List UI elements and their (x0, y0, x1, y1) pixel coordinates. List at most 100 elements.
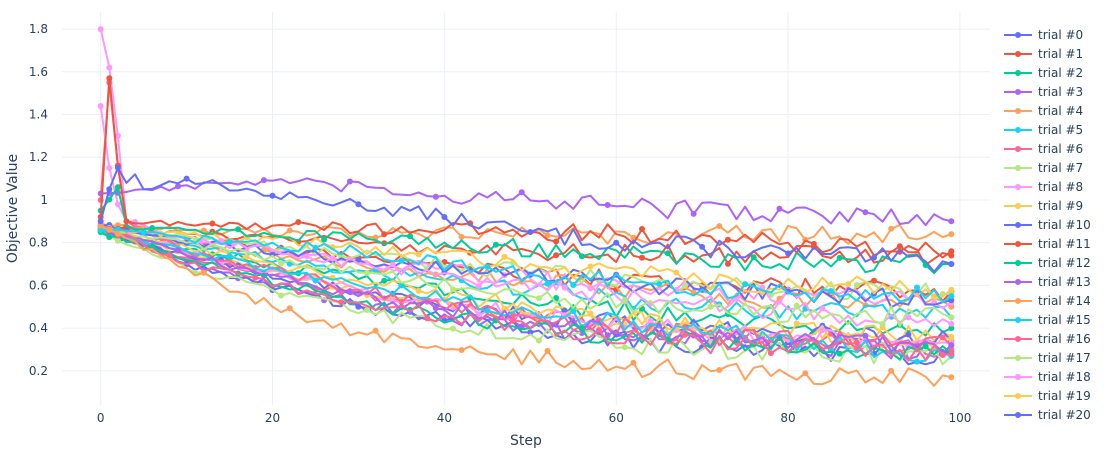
data-point[interactable] (776, 205, 783, 212)
data-point[interactable] (888, 367, 895, 374)
data-point[interactable] (939, 334, 946, 341)
data-point[interactable] (716, 223, 723, 230)
data-point[interactable] (140, 229, 147, 236)
data-point[interactable] (260, 177, 267, 184)
series-line[interactable] (100, 224, 952, 387)
data-point[interactable] (475, 283, 482, 290)
data-point[interactable] (269, 192, 276, 199)
data-point[interactable] (312, 277, 319, 284)
data-point[interactable] (630, 359, 637, 366)
data-point[interactable] (948, 252, 955, 259)
data-point[interactable] (948, 350, 955, 357)
data-point[interactable] (707, 303, 714, 310)
legend-item[interactable]: trial #4 (1004, 104, 1083, 118)
data-point[interactable] (106, 164, 113, 171)
legend-item[interactable]: trial #15 (1004, 313, 1091, 327)
data-point[interactable] (441, 214, 448, 220)
data-point[interactable] (871, 254, 877, 261)
data-point[interactable] (948, 303, 955, 310)
data-point[interactable] (905, 331, 912, 338)
data-point[interactable] (372, 327, 379, 334)
legend-item[interactable]: trial #8 (1004, 180, 1083, 194)
data-point[interactable] (484, 263, 491, 270)
data-point[interactable] (286, 227, 293, 234)
data-point[interactable] (364, 307, 370, 313)
data-point[interactable] (896, 243, 903, 250)
data-point[interactable] (587, 285, 594, 292)
data-point[interactable] (828, 288, 834, 294)
data-point[interactable] (114, 184, 121, 191)
data-point[interactable] (948, 231, 955, 238)
data-point[interactable] (793, 302, 800, 309)
data-point[interactable] (175, 183, 181, 190)
data-point[interactable] (621, 297, 628, 303)
data-point[interactable] (303, 253, 310, 260)
data-point[interactable] (888, 225, 895, 232)
data-point[interactable] (235, 226, 242, 233)
legend[interactable]: trial #0 trial #1 trial #2 trial #3 trial #4… (1004, 28, 1091, 422)
data-point[interactable] (639, 226, 645, 232)
data-point[interactable] (948, 325, 955, 332)
data-point[interactable] (407, 233, 413, 240)
data-point[interactable] (879, 321, 886, 327)
data-point[interactable] (415, 287, 422, 294)
series-trial-4[interactable] (97, 222, 955, 387)
data-point[interactable] (97, 103, 104, 109)
legend-item[interactable]: trial #2 (1004, 66, 1083, 80)
data-point[interactable] (346, 288, 353, 295)
data-point[interactable] (785, 250, 792, 257)
data-point[interactable] (450, 286, 456, 293)
data-point[interactable] (535, 337, 542, 344)
data-point[interactable] (690, 210, 697, 217)
data-point[interactable] (123, 218, 130, 225)
data-point[interactable] (570, 282, 577, 288)
data-point[interactable] (381, 277, 388, 284)
data-point[interactable] (527, 229, 534, 235)
data-point[interactable] (613, 239, 620, 246)
data-point[interactable] (364, 269, 370, 276)
data-point[interactable] (673, 269, 680, 276)
data-point[interactable] (553, 252, 560, 259)
data-point[interactable] (355, 256, 362, 263)
data-point[interactable] (544, 232, 551, 239)
data-point[interactable] (518, 189, 525, 196)
legend-item[interactable]: trial #7 (1004, 161, 1083, 175)
data-point[interactable] (114, 230, 121, 237)
data-point[interactable] (750, 254, 757, 261)
data-point[interactable] (398, 282, 405, 289)
data-point[interactable] (226, 238, 233, 245)
data-point[interactable] (561, 307, 568, 314)
data-point[interactable] (415, 251, 422, 258)
legend-item[interactable]: trial #6 (1004, 142, 1083, 156)
series-line[interactable] (100, 228, 952, 304)
data-point[interactable] (510, 317, 517, 324)
data-point[interactable] (819, 305, 826, 312)
data-point[interactable] (742, 281, 749, 288)
data-point[interactable] (501, 253, 508, 260)
data-point[interactable] (699, 243, 706, 250)
data-point[interactable] (200, 269, 207, 276)
legend-item[interactable]: trial #13 (1004, 275, 1091, 289)
data-point[interactable] (312, 244, 319, 251)
data-point[interactable] (578, 253, 585, 260)
data-point[interactable] (432, 305, 439, 312)
data-point[interactable] (106, 186, 113, 193)
data-point[interactable] (295, 219, 302, 226)
legend-item[interactable]: trial #20 (1004, 408, 1091, 422)
data-point[interactable] (802, 370, 809, 377)
data-point[interactable] (278, 260, 285, 267)
series-line[interactable] (100, 228, 952, 363)
legend-item[interactable]: trial #14 (1004, 294, 1091, 308)
series-line[interactable] (100, 231, 952, 361)
data-point[interactable] (424, 315, 431, 322)
data-point[interactable] (939, 352, 946, 358)
series-trial-6[interactable] (97, 222, 955, 362)
data-point[interactable] (639, 254, 645, 261)
data-point[interactable] (587, 310, 594, 317)
series-line[interactable] (100, 177, 952, 227)
series-line[interactable] (100, 227, 952, 298)
legend-item[interactable]: trial #5 (1004, 123, 1083, 137)
data-point[interactable] (355, 201, 362, 208)
data-point[interactable] (175, 247, 181, 254)
data-point[interactable] (226, 253, 233, 260)
